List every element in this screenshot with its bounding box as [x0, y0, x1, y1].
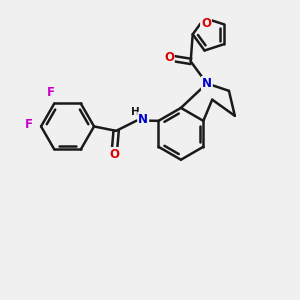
Text: H: H	[131, 107, 140, 117]
Text: O: O	[110, 148, 120, 161]
Text: N: N	[138, 112, 148, 126]
Text: N: N	[202, 77, 212, 90]
Text: O: O	[164, 51, 174, 64]
Text: O: O	[201, 17, 211, 30]
Text: F: F	[47, 86, 56, 99]
Text: F: F	[25, 118, 33, 131]
